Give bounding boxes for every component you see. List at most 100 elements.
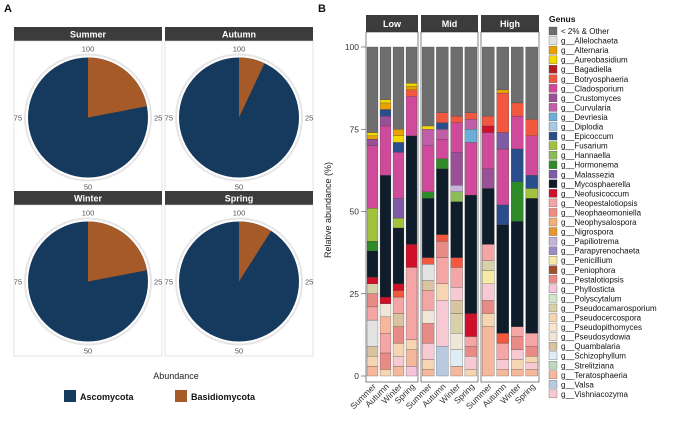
genus-legend-item-g-neophysalospora: g__Neophysalospora [548, 217, 637, 227]
bar-segment-g-mycosphaerella [525, 198, 538, 334]
genus-legend-item-g-penicillium: g__Penicillium [548, 256, 613, 265]
bar-segment-g-teratosphaeria [482, 326, 495, 377]
bar-segment-g-botryosphaeria [496, 92, 509, 133]
facet-strip-label: Summer [70, 30, 107, 40]
genus-legend-item-g-parapyrenochaeta: g__Parapyrenochaeta [548, 246, 640, 256]
bar-segment-g-neopestalotiopsis [525, 333, 538, 347]
bar-mid-autumn [436, 46, 449, 377]
bar-facets: LowSummerAutumnWinterSpringMidSummerAutu… [348, 15, 540, 411]
bar-high-summer [482, 46, 495, 377]
pie-tick-label: 25 [154, 278, 162, 287]
genus-legend-swatch [548, 256, 558, 265]
bar-segment-g-neofusicoccum [392, 283, 405, 291]
genus-legend-label: g__Malassezia [561, 170, 615, 179]
bar-segment-g-schizophyllum [450, 349, 463, 367]
pie-grid-ring [24, 217, 152, 346]
bar-segment-g-botryosphaeria [482, 115, 495, 127]
bar-segment-g-neofusicoccum [464, 313, 477, 337]
genus-legend-label: g__Pseudosydowia [561, 333, 631, 342]
bar-segment-g-hormonema [366, 240, 379, 252]
bar-segment-g-mycosphaerella [379, 175, 392, 298]
bar-segment-2-other [366, 46, 379, 133]
pie-tick-label: 50 [84, 183, 92, 192]
genus-legend-label: g__Phyllosticta [561, 285, 615, 294]
bar-segment-g-neopestalotiopsis [511, 326, 524, 337]
genus-legend-item-g-peniophora: g__Peniophora [548, 265, 616, 275]
genus-legend-swatch [548, 179, 558, 188]
genus-legend-item-g-pseudopithomyces: g__Pseudopithomyces [548, 322, 642, 332]
bar-segment-g-teratosphaeria [405, 349, 418, 367]
panel-a-label: A [4, 3, 12, 15]
facet-strip-label: Autumn [222, 30, 256, 40]
genus-legend-label: g__Pestalotiopsis [561, 275, 624, 284]
genus-legend-label: g__Epicoccum [561, 132, 614, 141]
bar-segment-g-vishniacozyma [511, 349, 524, 360]
bar-segment-g-alternaria [379, 102, 392, 110]
genus-legend-label: g__Pseudopithomyces [561, 323, 642, 332]
y-tick-label: 50 [350, 207, 360, 217]
genus-legend-label: g__Penicillium [561, 256, 613, 265]
bar-segment-g-fusarium [392, 217, 405, 229]
pie-legend-label: Ascomycota [80, 392, 135, 402]
bar-segment-g-neopestalotiopsis [405, 267, 418, 340]
bar-segment-g-pseudocercospora [525, 356, 538, 363]
bar-segment-g-botryosphaeria [511, 102, 524, 117]
bar-segment-g-neofusicoccum [379, 296, 392, 304]
panel-b-label: B [318, 3, 326, 15]
bar-mid-winter [450, 46, 463, 377]
bar-mid-spring [464, 46, 477, 377]
bar-segment-g-crustomyces [450, 152, 463, 186]
genus-legend-swatch [548, 170, 558, 179]
abundance-axis-label: Abundance [153, 371, 199, 381]
genus-legend-item-g-curvularia: g__Curvularia [548, 103, 611, 112]
genus-legend-label: g__Neofusicoccum [561, 189, 629, 198]
pie-tick-label: 50 [84, 347, 92, 356]
bar-segment-g-pestalotiopsis [511, 336, 524, 350]
bar-segment-g-teratosphaeria [422, 369, 435, 377]
bar-segment-g-epicoccum [511, 148, 524, 183]
pie-facet-summer: Summer 100 25 50 75 [14, 27, 162, 193]
genus-legend-swatch [548, 341, 558, 351]
pie-facets: Summer 100 25 50 75 Autumn 100 25 50 75 Winter 100 2… [14, 27, 313, 357]
facet-strip [481, 15, 539, 32]
genus-legend-item-g-schizophyllum: g__Schizophyllum [548, 351, 626, 361]
genus-legend-label: g__Allelochaeta [561, 37, 618, 46]
genus-legend-label: g__Hormonema [561, 161, 619, 170]
bar-segment-g-alternaria [366, 135, 379, 140]
pie-tick-label: 75 [165, 114, 173, 123]
bar-segment-g-pseudocercospora [482, 313, 495, 327]
genus-legend-swatch [548, 103, 558, 112]
genus-legend-swatch [548, 55, 558, 64]
bar-segment-g-pseudocercospora [379, 369, 392, 377]
genus-legend-item-g-teratosphaeria: g__Teratosphaeria [548, 370, 628, 380]
bar-segment-g-cladosporium [496, 148, 509, 206]
genus-legend-label: g__Peniophora [561, 266, 616, 275]
facet-strip [165, 191, 313, 205]
bar-segment-g-pseudocercospora [422, 359, 435, 370]
genus-legend-swatch [548, 294, 558, 303]
bar-segment-g-pseudocercospora [366, 356, 379, 367]
pie-tick-label: 100 [233, 209, 246, 218]
pie-legend-item-ascomycota: Ascomycota [64, 390, 135, 402]
genus-legend: < 2% & Otherg__Allelochaetag__Alternaria… [548, 26, 657, 399]
bar-segment-g-devriesia [464, 129, 477, 143]
facet-strip [421, 15, 478, 32]
y-axis-title: Relative abundance (%) [323, 162, 333, 258]
genus-legend-item-g-crustomyces: g__Crustomyces [548, 93, 621, 103]
bar-segment-g-mycosphaerella [405, 135, 418, 245]
bar-segment-g-pseudocamarosporium [450, 313, 463, 334]
pie-facet-spring: Spring 100 25 50 75 [165, 191, 313, 357]
pie-tick-label: 25 [305, 114, 313, 123]
panel-b-stacked-bars: B Relative abundance (%) LowSummerAutumn… [318, 3, 657, 411]
bar-segment-g-cladosporium [422, 145, 435, 192]
genus-legend-swatch [548, 189, 558, 198]
bar-segment-g-teratosphaeria [379, 316, 392, 334]
bar-segment-g-quambalaria [450, 300, 463, 314]
genus-legend-item-g-allelochaeta: g__Allelochaeta [548, 36, 618, 46]
bar-low-summer [366, 46, 379, 377]
bar-segment-g-vishniacozyma [450, 287, 463, 301]
pie-facet-autumn: Autumn 100 25 50 75 [165, 27, 313, 193]
bar-segment-2-other [379, 46, 392, 100]
bar-segment-g-epicoccum [496, 204, 509, 225]
genus-legend-swatch [548, 141, 558, 150]
